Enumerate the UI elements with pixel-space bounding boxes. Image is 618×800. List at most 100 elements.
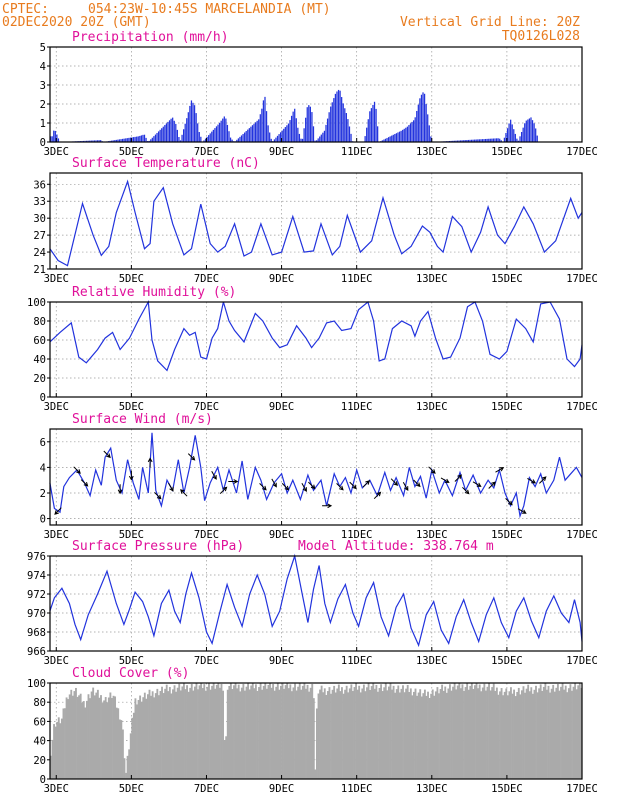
- precip-bar: [251, 125, 254, 142]
- precip-bar: [488, 138, 490, 142]
- cloud-bar: [400, 688, 403, 779]
- cloud-bar: [284, 685, 287, 779]
- precip-bar: [402, 129, 404, 142]
- precip-bar: [508, 123, 510, 142]
- cloud-bar: [530, 687, 533, 779]
- pressure-xtick-label: 7DEC: [194, 655, 219, 667]
- precip-bar: [475, 139, 477, 142]
- cloud-bar: [536, 692, 539, 779]
- precip-bar: [253, 123, 255, 142]
- precip-bar: [162, 126, 164, 142]
- cloud-bar: [131, 717, 134, 779]
- cloud-bar: [231, 689, 234, 779]
- rh-ytick-label: 40: [33, 354, 46, 366]
- cloud-bar: [101, 703, 104, 779]
- precip-bar: [193, 105, 196, 142]
- precip-bar: [319, 136, 321, 142]
- cloud-bar: [433, 695, 436, 779]
- cloud-bar: [413, 691, 415, 779]
- rh-line: [49, 300, 583, 372]
- cloud-bar: [438, 693, 440, 779]
- wind-xtick-label: 3DEC: [44, 529, 69, 541]
- location-label: 054:23W-10:45S MARCELANDIA (MT): [88, 2, 331, 17]
- cloud-xtick-label: 13DEC: [416, 783, 448, 795]
- wind-arrow: [219, 486, 228, 494]
- cloud-bar: [397, 685, 400, 779]
- precip-bar: [375, 108, 377, 142]
- cloud-bar: [319, 689, 321, 779]
- cloud-bar: [161, 686, 163, 779]
- precip-bar: [53, 130, 55, 142]
- wind-title: Surface Wind (m/s): [72, 412, 213, 427]
- wind-arrow: [147, 457, 153, 468]
- wind-arrow: [168, 482, 174, 492]
- precip-bar: [477, 139, 479, 142]
- cloud-bar: [267, 684, 270, 779]
- temp-xtick-label: 9DEC: [269, 273, 294, 285]
- precip-bar: [519, 136, 521, 142]
- cloud-bar: [495, 687, 498, 779]
- wind-ytick-label: 0: [40, 514, 46, 526]
- precip-bar: [128, 137, 130, 142]
- precip-bar: [419, 98, 421, 142]
- precip-bar: [190, 100, 193, 142]
- cloud-bar: [154, 693, 157, 779]
- precip-bar: [244, 132, 246, 142]
- cloud-ytick-label: 20: [33, 755, 46, 767]
- cloud-bar: [85, 700, 88, 779]
- cloud-xtick-label: 15DEC: [491, 783, 523, 795]
- cloud-ytick-label: 80: [33, 697, 46, 709]
- cloud-bar: [92, 687, 95, 779]
- cloud-bar: [362, 684, 365, 779]
- precip-bar: [129, 137, 132, 142]
- precip-bar: [395, 133, 398, 142]
- rh-xtick-label: 3DEC: [44, 401, 69, 413]
- wind-arrow: [308, 481, 316, 490]
- cloud-bar: [276, 683, 279, 779]
- cloud-bar: [580, 687, 583, 779]
- humidity-panel: Relative Humidity (%) 3DEC 5DEC 7DEC 9DEC 11…: [27, 285, 598, 413]
- cloud-bar: [484, 690, 487, 779]
- rh-xtick-label: 15DEC: [491, 401, 523, 413]
- cloud-bar: [278, 689, 281, 779]
- cloud-bar: [566, 692, 569, 779]
- grid-note-label: Vertical Grid Line: 20Z: [400, 15, 580, 30]
- precip-bar: [373, 101, 376, 142]
- cloud-bar: [355, 683, 357, 779]
- precip-bar: [417, 104, 419, 142]
- rh-xtick-label: 11DEC: [341, 401, 373, 413]
- cloud-bar: [434, 691, 437, 779]
- cloud-bar: [373, 688, 376, 779]
- cloud-bar: [525, 688, 528, 779]
- precip-bar: [220, 120, 222, 142]
- cloud-bar: [542, 686, 545, 779]
- cloud-bar: [486, 686, 489, 779]
- precip-bar: [337, 89, 340, 142]
- precip-bar: [89, 140, 91, 142]
- pressure-panel: Surface Pressure (hPa) Model Altitude: 3…: [27, 539, 598, 667]
- precip-bar: [408, 125, 410, 142]
- cloud-bar: [253, 688, 256, 779]
- precip-bar: [137, 136, 139, 142]
- cloud-bar: [444, 686, 447, 779]
- cloud-bar: [475, 683, 478, 779]
- precip-bar: [300, 138, 302, 142]
- precip-bar: [114, 140, 116, 142]
- precip-ytick-label: 2: [40, 99, 46, 111]
- precip-bar: [469, 139, 471, 142]
- cloud-bar: [381, 691, 384, 779]
- precip-bar: [330, 106, 332, 142]
- precip-bar: [200, 136, 202, 142]
- cloud-bar: [478, 684, 481, 779]
- precip-bar: [478, 139, 480, 142]
- cloud-bar: [162, 693, 165, 779]
- precip-bar: [161, 128, 163, 142]
- wind-arrow: [271, 478, 277, 488]
- cloud-frame: [49, 682, 583, 780]
- precip-bar: [303, 128, 305, 142]
- precip-bar: [387, 137, 390, 142]
- cloud-bar: [64, 708, 66, 779]
- cloud-bar: [121, 729, 124, 779]
- cloud-bar: [333, 685, 336, 779]
- precip-bar: [154, 134, 157, 142]
